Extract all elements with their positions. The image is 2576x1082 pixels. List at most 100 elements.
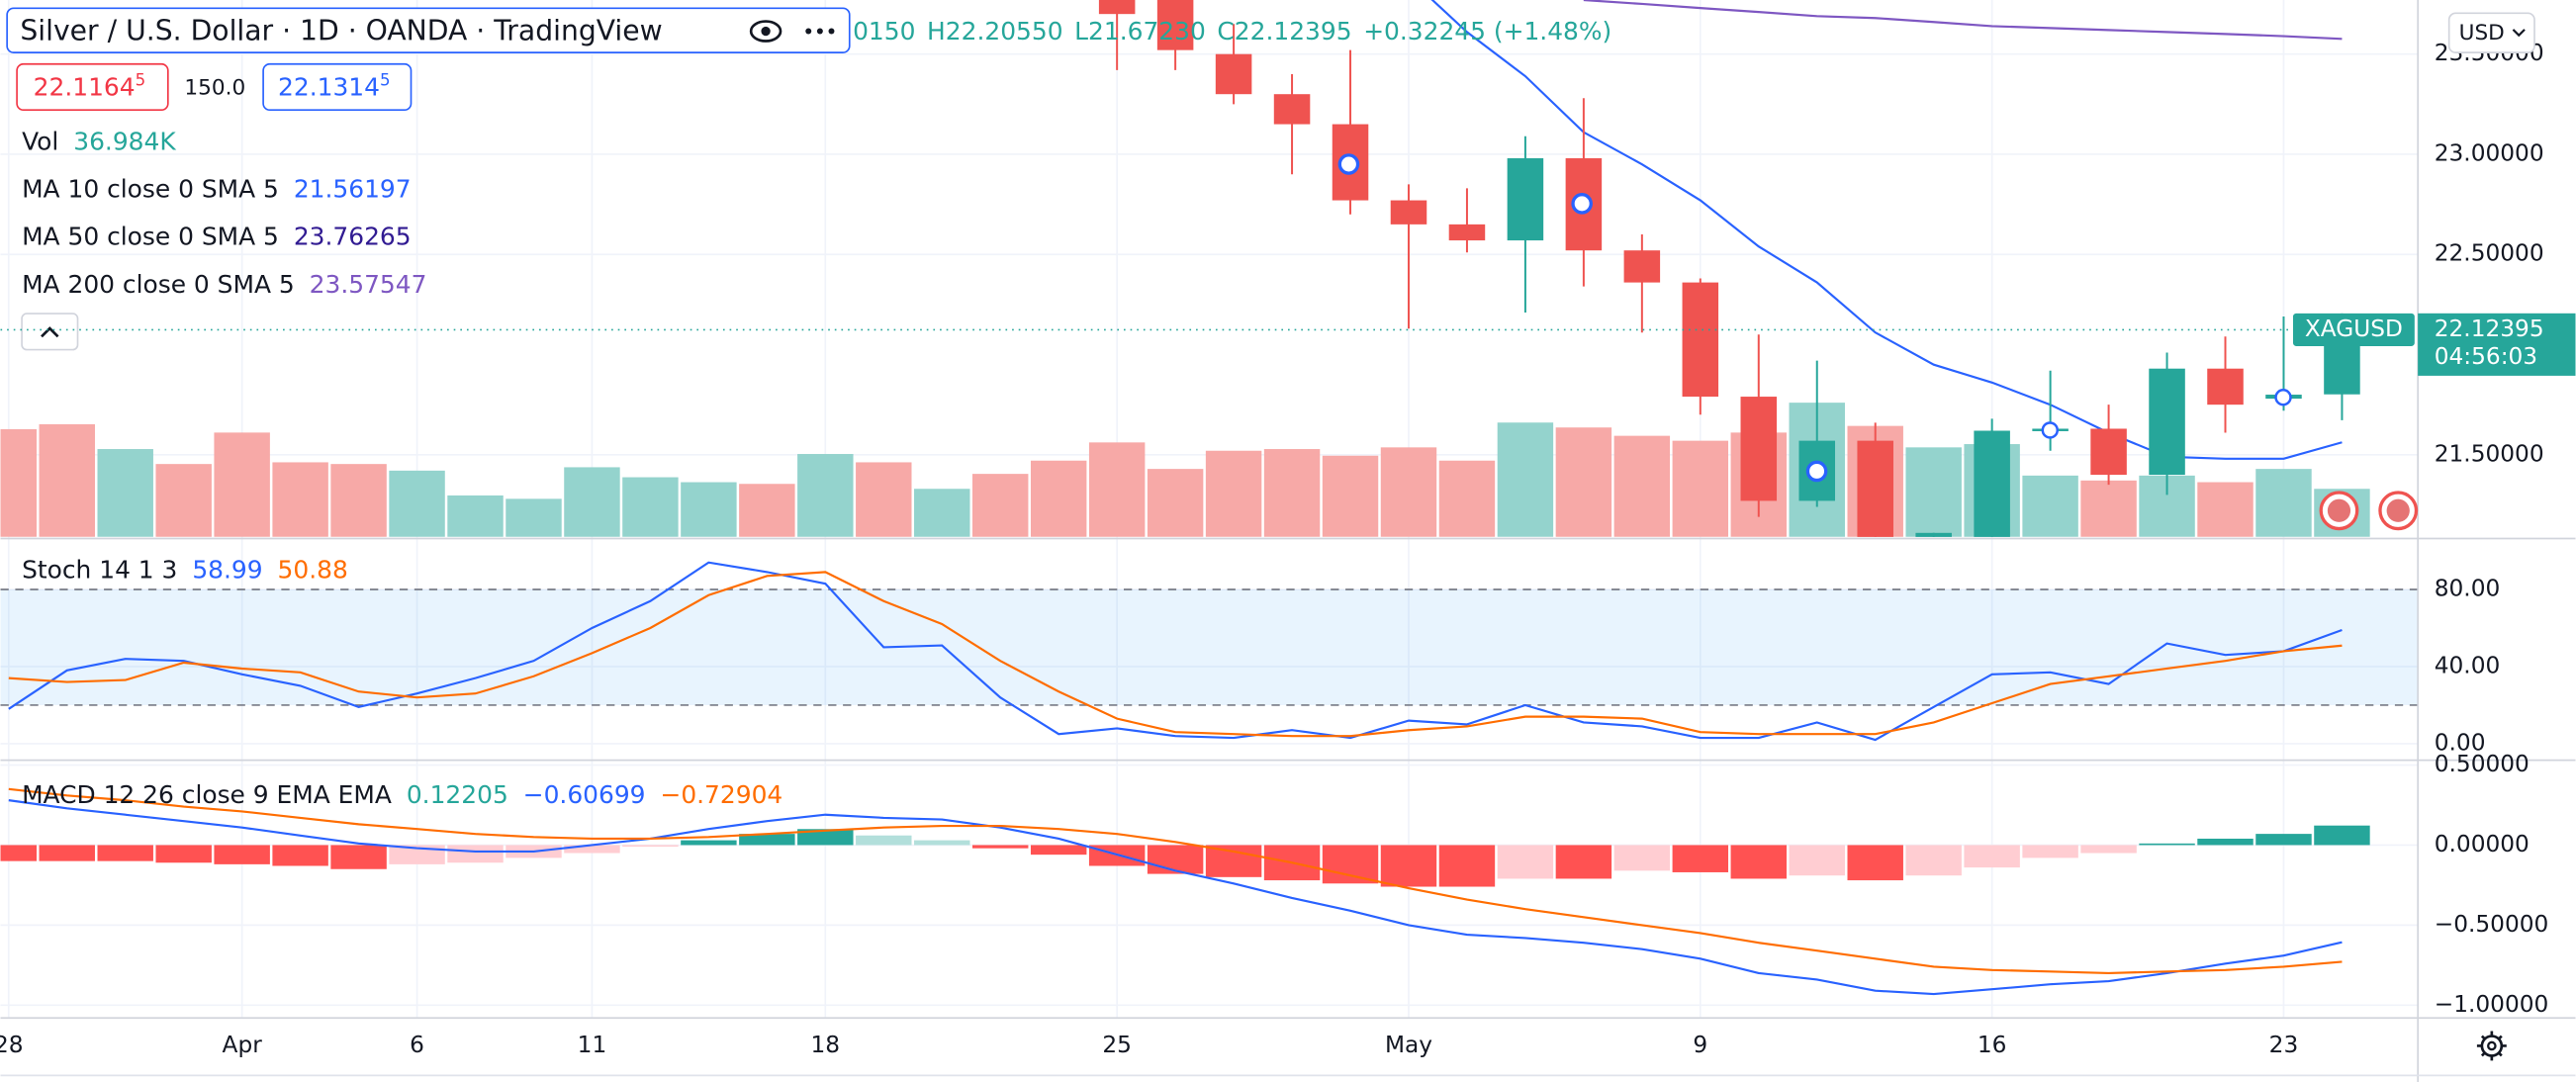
x-tick-label: 9: [1693, 1032, 1707, 1058]
histogram-bar: [1905, 845, 1962, 876]
x-tick-label: 28: [0, 1032, 24, 1058]
legend-entry: Vol 36.984K: [22, 127, 176, 155]
histogram-bar: [622, 845, 679, 848]
chevron-icon: [41, 326, 59, 338]
event-markers: [1337, 153, 2419, 531]
histogram-bar: [330, 845, 387, 869]
x-tick-label: 11: [578, 1032, 607, 1058]
line: [8, 787, 2343, 975]
line: [8, 561, 2343, 742]
volume-bar: [856, 462, 912, 537]
histogram-bar: [1789, 845, 1845, 876]
histogram-bar: [2139, 843, 2195, 846]
x-tick-label: May: [1385, 1032, 1432, 1058]
y-tick-label: 21.50000: [2435, 440, 2544, 467]
histogram-bar: [447, 845, 504, 863]
legend-label: MACD 12 26 close 9 EMA EMA: [22, 780, 392, 809]
y-tick-label: 23.00000: [2435, 139, 2544, 166]
y-tick-label: 80.00: [2435, 575, 2501, 601]
candle-body: [1623, 250, 1661, 283]
histogram-bar: [1147, 845, 1204, 874]
histogram-bar: [1555, 845, 1612, 879]
legend-value: 36.984K: [73, 127, 176, 155]
volume-bar: [739, 484, 795, 537]
title-box[interactable]: [6, 7, 851, 53]
volume-bar: [681, 482, 737, 537]
histogram-bar: [2314, 825, 2370, 846]
marker[interactable]: [1337, 153, 1360, 175]
volume-bar: [155, 464, 212, 537]
y-tick-label: 22.50000: [2435, 240, 2544, 267]
volume-bar: [1322, 455, 1379, 537]
legend-entry: MA 200 close 0 SMA 5 23.57547: [22, 270, 426, 299]
legend-label: Stoch 14 1 3: [22, 556, 177, 585]
histogram-bar: [1380, 845, 1437, 887]
y-tick-label: −0.50000: [2435, 911, 2549, 938]
volume-bar: [1263, 449, 1321, 537]
marker[interactable]: [2274, 389, 2292, 406]
y-tick-label: 0.00000: [2435, 831, 2530, 857]
candle-body: [1740, 397, 1778, 501]
candle-body: [1215, 53, 1252, 95]
marker[interactable]: [1805, 460, 1828, 483]
histogram-bar: [564, 845, 620, 854]
ask-box[interactable]: [262, 62, 413, 112]
histogram-bar: [2197, 838, 2254, 846]
chart-title: Silver / U.S. Dollar · 1D · OANDA · Trad…: [20, 14, 662, 46]
volume-bar: [2255, 469, 2312, 537]
ohlc-values: 0150 H22.20550 L21.67230 C22.12395 +0.32245 …: [853, 17, 1611, 45]
volume-bar: [564, 467, 620, 537]
volume-bar: [97, 449, 153, 537]
candle-body: [1682, 282, 1719, 398]
volume-bar: [1613, 435, 1671, 537]
volume-bar: [1147, 469, 1204, 537]
more-icon[interactable]: [805, 28, 835, 35]
ohlc-item: C22.12395: [1217, 17, 1351, 45]
histogram-bar: [1438, 845, 1496, 887]
candle-body: [1448, 224, 1486, 241]
ohlc-item: H22.20550: [927, 17, 1062, 45]
histogram-bar: [1613, 845, 1671, 871]
settings-icon[interactable]: [2476, 1031, 2507, 1061]
currency-button[interactable]: [2447, 12, 2535, 53]
band-fill: [0, 588, 2419, 705]
histogram-bar: [1730, 845, 1788, 879]
histogram-bar: [2255, 834, 2312, 846]
volume-bar: [39, 423, 95, 537]
legend-value: 50.88: [278, 556, 348, 585]
ask: 22.13145: [278, 70, 391, 102]
volume-bar: [1497, 422, 1554, 537]
histogram-bar: [1847, 845, 1903, 881]
x-tick-label: 25: [1102, 1032, 1132, 1058]
y-tick-label: 0.50000: [2435, 751, 2530, 777]
marker[interactable]: [1571, 193, 1593, 215]
x-tick-label: 16: [1978, 1032, 2007, 1058]
ask-price: 22.1314: [278, 73, 380, 102]
candle-body: [1857, 440, 1893, 537]
collapse-button[interactable]: [21, 313, 79, 351]
line: [8, 799, 2343, 996]
legend-label: MA 50 close 0 SMA 5: [22, 223, 279, 251]
legend-value: 58.99: [192, 556, 262, 585]
volume-bar: [1555, 427, 1612, 537]
histogram-bar: [272, 845, 328, 866]
event-flag: [2327, 498, 2351, 522]
volume-bar: [1088, 442, 1146, 537]
histogram-bar: [214, 845, 270, 864]
eye-icon[interactable]: [749, 20, 782, 43]
candle-body: [1156, 0, 1194, 50]
macd-pane: [0, 787, 2370, 996]
bid: 22.11645: [34, 70, 145, 102]
bid-box[interactable]: [16, 62, 169, 112]
candle-body: [2207, 368, 2244, 406]
histogram-bar: [39, 845, 95, 861]
marker[interactable]: [2041, 421, 2059, 439]
legend-value: 21.56197: [294, 175, 412, 204]
currency: USD: [2459, 21, 2505, 45]
candle-body: [1507, 158, 1544, 241]
volume-bar: [506, 498, 562, 537]
event-flag: [2386, 498, 2410, 522]
volume-bar: [622, 477, 679, 537]
